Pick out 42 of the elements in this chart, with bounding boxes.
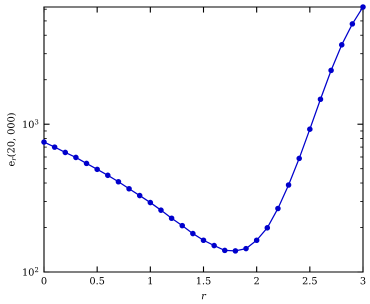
y-tick-label: 10$^{3}$ [23, 119, 38, 128]
point [168, 215, 174, 222]
point [275, 206, 281, 212]
point [232, 248, 238, 254]
point [158, 207, 164, 213]
point [94, 166, 100, 172]
x-axis-title: r [202, 294, 206, 300]
y-axis-title: e$_{r}$(20, 000) [7, 113, 16, 166]
point [190, 230, 196, 236]
point [286, 182, 292, 188]
point [254, 237, 260, 244]
point [360, 4, 366, 10]
point [179, 222, 186, 228]
x-tick-label: 2.5 [302, 277, 317, 284]
point [296, 156, 302, 162]
point [136, 192, 142, 198]
x-tick-label: 0.5 [90, 277, 104, 284]
point [148, 200, 154, 206]
point [41, 139, 47, 145]
point [52, 144, 58, 150]
point [307, 126, 313, 132]
point [350, 21, 356, 27]
point [243, 246, 249, 252]
x-tick-label: 1.5 [196, 277, 210, 284]
point [264, 225, 270, 231]
x-tick-label: 3 [360, 277, 366, 284]
point [126, 186, 132, 192]
point [116, 178, 122, 185]
point [318, 96, 324, 102]
point [338, 42, 345, 48]
point [328, 68, 334, 74]
point [84, 160, 90, 166]
point [200, 237, 206, 244]
point [105, 172, 111, 178]
y-tick-label: 10$^{2}$ [23, 267, 38, 276]
x-tick-label: 1 [148, 277, 152, 284]
point [73, 154, 79, 160]
point [62, 150, 68, 156]
point [211, 242, 217, 248]
x-tick-label: 0 [42, 277, 46, 284]
point [222, 248, 228, 254]
x-tick-label: 2 [254, 277, 259, 284]
